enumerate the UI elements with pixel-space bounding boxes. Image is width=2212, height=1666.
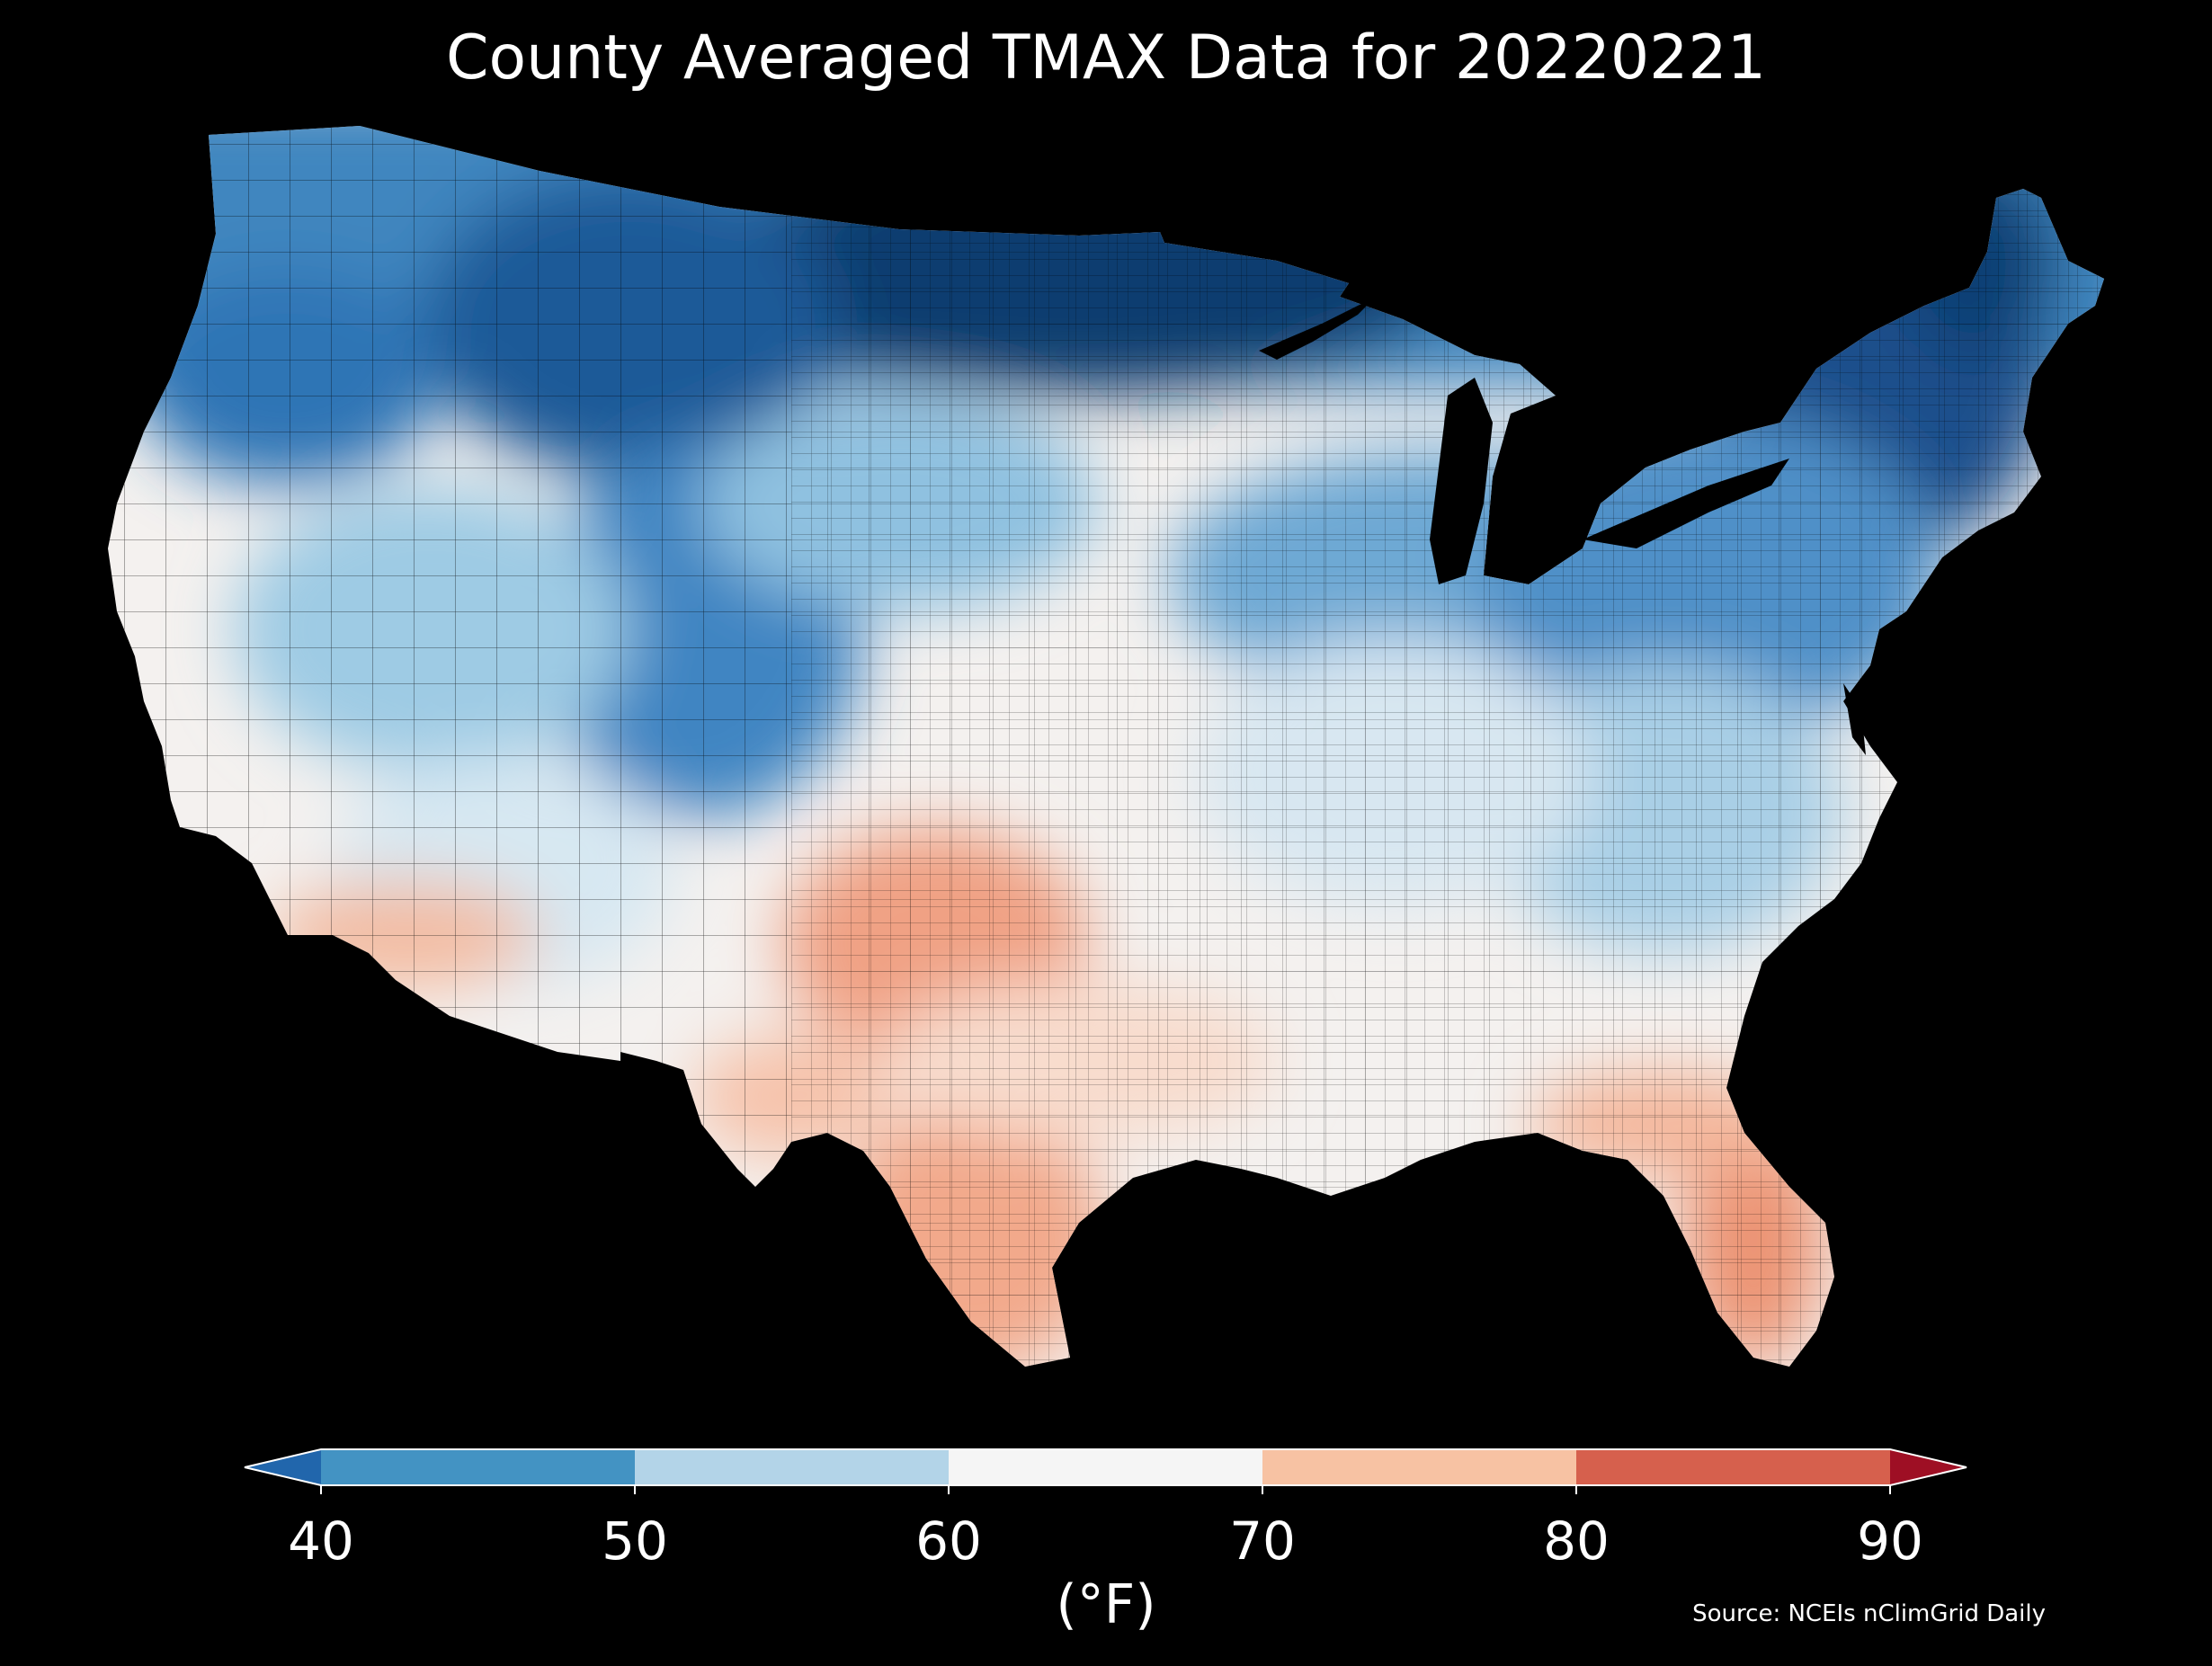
colorbar-extend-max (1890, 1449, 1967, 1485)
colorbar-tick-label: 60 (915, 1510, 982, 1572)
colorbar-bin (321, 1449, 636, 1485)
lake-erie-ontario-shape (1583, 459, 1789, 548)
lake-superior-shape (1259, 297, 1376, 360)
colorbar-tick-label: 80 (1543, 1510, 1610, 1572)
source-credit: Source: NCEIs nClimGrid Daily (1692, 1600, 2046, 1627)
map-title: County Averaged TMAX Data for 20220221 (446, 22, 1766, 94)
colorbar-bin (1576, 1449, 1891, 1485)
lake-michigan-shape (1430, 378, 1493, 584)
chesapeake-shape (1843, 683, 1866, 755)
colorbar-tick-label: 40 (288, 1510, 354, 1572)
colorbar-tick-label: 50 (602, 1510, 668, 1572)
colorbar-bin (1262, 1449, 1577, 1485)
colorbar-units-label: (°F) (1056, 1573, 1156, 1636)
colorbar-bin (949, 1449, 1263, 1485)
colorbar-bin (635, 1449, 950, 1485)
colorbar-tick-label: 70 (1229, 1510, 1296, 1572)
colorbar-extend-min (245, 1449, 321, 1485)
colorbar-tick-label: 90 (1857, 1510, 1923, 1572)
